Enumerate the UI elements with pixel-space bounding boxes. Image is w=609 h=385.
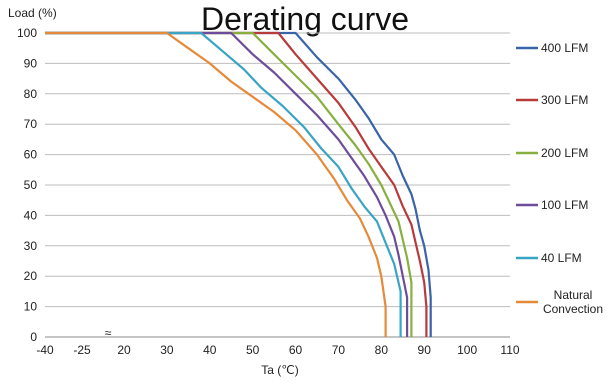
x-tick-40: 40 — [203, 343, 217, 357]
legend-label-5-0: Natural — [554, 288, 593, 302]
y-tick-0: 0 — [30, 330, 37, 344]
y-tick-60: 60 — [24, 148, 38, 162]
y-tick-20: 20 — [24, 269, 38, 283]
y-tick-70: 70 — [24, 117, 38, 131]
series-line-4 — [45, 31, 402, 337]
y-tick-100: 100 — [17, 26, 37, 40]
x-tick-20: 20 — [117, 343, 131, 357]
x-tick-90: 90 — [418, 343, 432, 357]
y-tick-40: 40 — [24, 208, 38, 222]
series-line-5 — [45, 31, 387, 337]
y-tick-10: 10 — [24, 300, 38, 314]
series-line-1 — [45, 31, 428, 337]
x-tick--25: -25 — [73, 343, 91, 357]
axis-break-mark: ≈ — [105, 326, 112, 340]
x-tick-50: 50 — [246, 343, 260, 357]
series-line-2 — [45, 31, 413, 337]
x-tick-labels: -40 -25 20 30 40 50 60 70 80 90 100 110 ≈ — [36, 326, 520, 357]
x-tick-80: 80 — [375, 343, 389, 357]
series-line-0 — [45, 31, 432, 337]
series-lines — [45, 31, 432, 337]
x-tick-100: 100 — [457, 343, 477, 357]
x-tick--40: -40 — [36, 343, 54, 357]
legend-label-1: 300 LFM — [541, 93, 588, 107]
x-tick-110: 110 — [500, 343, 519, 357]
chart-title: Derating curve — [201, 1, 409, 37]
legend-label-5-1: Convection — [543, 302, 603, 316]
grid-lines — [45, 32, 510, 338]
legend-label-0: 400 LFM — [541, 41, 588, 55]
y-axis-label: Load (%) — [8, 6, 57, 20]
x-axis-label: Ta (℃) — [261, 363, 298, 377]
y-tick-50: 50 — [24, 178, 38, 192]
legend-label-2: 200 LFM — [541, 146, 588, 160]
y-tick-labels: 0 10 20 30 40 50 60 70 80 90 100 — [17, 26, 37, 344]
legend-label-3: 100 LFM — [541, 198, 588, 212]
series-line-3 — [45, 31, 409, 337]
y-tick-80: 80 — [24, 87, 38, 101]
x-tick-70: 70 — [332, 343, 346, 357]
x-tick-60: 60 — [289, 343, 303, 357]
y-tick-90: 90 — [24, 56, 38, 70]
x-tick-30: 30 — [160, 343, 174, 357]
legend-label-4: 40 LFM — [541, 251, 582, 265]
legend: 400 LFM 300 LFM 200 LFM 100 LFM 40 LFM Natura… — [516, 41, 603, 316]
y-tick-30: 30 — [24, 239, 38, 253]
